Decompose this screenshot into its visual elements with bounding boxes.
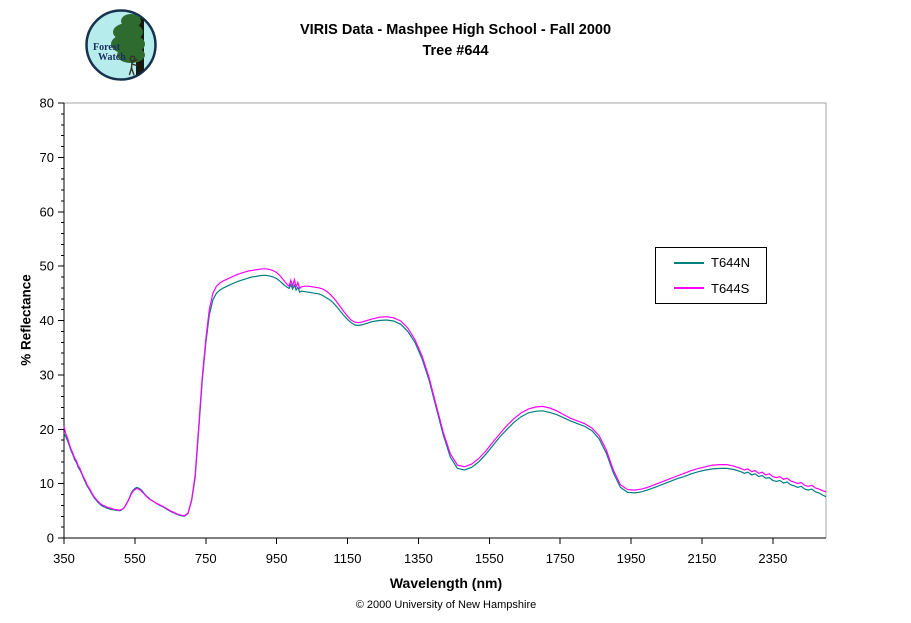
person-icon bbox=[128, 55, 138, 76]
x-tick-label: 2350 bbox=[758, 551, 787, 566]
y-tick-label: 70 bbox=[40, 150, 54, 165]
y-tick-label: 80 bbox=[40, 96, 54, 111]
x-tick-label: 350 bbox=[53, 551, 75, 566]
x-tick-label: 1350 bbox=[404, 551, 433, 566]
chart-title-line2: Tree #644 bbox=[422, 43, 489, 59]
y-tick-label: 30 bbox=[40, 367, 54, 382]
logo-text-watch: Watch bbox=[98, 52, 126, 63]
x-tick-label: 1950 bbox=[617, 551, 646, 566]
x-tick-label: 750 bbox=[195, 551, 217, 566]
plot-frame bbox=[64, 102, 827, 538]
legend-line-sample-t644n bbox=[674, 261, 704, 264]
y-axis-title: % Reflectance bbox=[18, 274, 34, 366]
y-tick-label: 20 bbox=[40, 422, 54, 437]
y-tick-label: 60 bbox=[40, 204, 54, 219]
x-tick-label: 2150 bbox=[687, 551, 716, 566]
y-tick-label: 50 bbox=[40, 259, 54, 274]
chart-title-line1: VIRIS Data - Mashpee High School - Fall … bbox=[299, 22, 612, 38]
legend-entry-t644n: T644N bbox=[674, 256, 766, 269]
legend: T644N T644S bbox=[655, 247, 767, 304]
legend-label-t644n: T644N bbox=[711, 255, 751, 271]
logo-text-forest: Forest bbox=[93, 42, 121, 53]
forest-watch-logo: Forest Watch bbox=[85, 9, 157, 81]
y-tick-label: 10 bbox=[40, 476, 54, 491]
series-line-t644n bbox=[63, 274, 827, 517]
series-line-t644s bbox=[63, 268, 827, 517]
copyright-text: © 2000 University of New Hampshire bbox=[355, 599, 537, 611]
x-tick-label: 1150 bbox=[334, 551, 362, 566]
x-tick-label: 950 bbox=[266, 551, 288, 566]
y-tick-label: 40 bbox=[40, 313, 54, 328]
x-tick-label: 550 bbox=[124, 551, 146, 566]
legend-line-sample-t644s bbox=[674, 287, 704, 290]
legend-entry-t644s: T644S bbox=[674, 282, 766, 295]
tree-canopy-icon bbox=[111, 14, 145, 63]
y-tick-label: 0 bbox=[47, 531, 54, 546]
x-tick-label: 1750 bbox=[546, 551, 575, 566]
x-tick-label: 1550 bbox=[475, 551, 504, 566]
axis-lines bbox=[63, 103, 826, 539]
legend-label-t644s: T644S bbox=[711, 280, 750, 296]
x-axis-title: Wavelength (nm) bbox=[389, 575, 503, 591]
